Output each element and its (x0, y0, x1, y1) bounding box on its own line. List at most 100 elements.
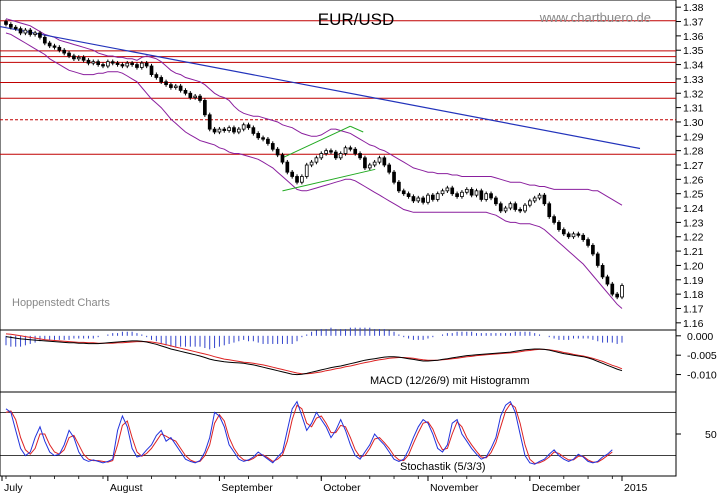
candle-body (217, 128, 222, 133)
candle-body (285, 161, 290, 173)
candle-body (421, 197, 425, 203)
price-tick-label: 1.24 (683, 203, 704, 215)
candle-body (47, 42, 52, 47)
bollinger-lower (5, 32, 623, 309)
candle-body (81, 56, 86, 61)
candle-body (474, 190, 479, 196)
candle-body (416, 197, 421, 202)
candle-body (275, 148, 280, 156)
month-label: July (4, 482, 23, 494)
candle-body (367, 164, 372, 169)
candle-body (270, 143, 275, 150)
candle-body (523, 204, 527, 212)
candle-body (377, 157, 382, 163)
candle-body (319, 153, 324, 159)
price-tick-label: 1.17 (683, 303, 704, 315)
month-label: September (221, 482, 273, 494)
candle-body (571, 233, 576, 238)
price-tick-label: 1.21 (683, 246, 704, 258)
candle-body (18, 28, 23, 34)
price-tick-label: 1.25 (683, 189, 704, 201)
stochastic-label: Stochastik (5/3/3) (400, 461, 486, 473)
watermark-hoppenstedt: Hoppenstedt Charts (12, 297, 110, 309)
candle-body (392, 171, 396, 183)
candle-body (232, 127, 236, 133)
macd-line (5, 336, 623, 376)
candle-body (333, 151, 338, 159)
candle-body (600, 265, 605, 278)
candle-body (33, 32, 37, 35)
candle-body (338, 153, 343, 159)
candle-body (256, 133, 261, 139)
candle-body (542, 194, 547, 205)
price-tick-label: 1.26 (683, 174, 704, 186)
macd-lines (5, 327, 623, 376)
stochastic-k-line (5, 400, 613, 465)
candle-body (314, 157, 319, 163)
candle-body (188, 92, 193, 98)
candle-body (173, 85, 178, 88)
candle-body (435, 193, 440, 200)
macd-tick-label: -0.005 (687, 350, 717, 362)
price-tick-label: 1.35 (683, 45, 704, 57)
bollinger-upper (5, 18, 623, 206)
price-tick-label: 1.30 (683, 117, 704, 129)
candle-body (309, 161, 314, 166)
candle-body (261, 137, 265, 140)
candle-body (164, 81, 168, 86)
candle-body (144, 62, 149, 67)
price-tick-label: 1.36 (683, 31, 704, 43)
candle-body (227, 127, 231, 131)
candle-body (62, 49, 67, 54)
candle-body (455, 193, 459, 197)
candle-body (67, 52, 71, 57)
channel-upper (282, 125, 351, 159)
candle-body (329, 150, 333, 153)
candlesticks (4, 19, 624, 300)
candle-body (246, 124, 251, 129)
price-tick-label: 1.31 (683, 103, 704, 115)
candle-body (561, 229, 566, 235)
candle-body (411, 196, 416, 202)
candle-body (464, 188, 469, 193)
candle-body (198, 95, 202, 101)
candle-body (115, 62, 120, 65)
price-tick-label: 1.23 (683, 217, 704, 229)
candle-body (440, 190, 445, 195)
trendline-group (0, 25, 641, 192)
candle-body (615, 293, 619, 298)
candle-body (110, 61, 115, 64)
candle-body (193, 95, 198, 98)
price-tick-label: 1.38 (683, 2, 704, 14)
candle-body (300, 176, 304, 183)
candle-body (343, 147, 348, 154)
price-tick-label: 1.27 (683, 160, 704, 172)
price-tick-label: 1.16 (683, 318, 704, 330)
candle-body (9, 23, 13, 28)
stochastic-tick-label: 50 (705, 429, 717, 441)
candle-body (135, 64, 139, 68)
candle-body (178, 85, 183, 91)
stochastic-lines (0, 400, 676, 465)
candle-body (489, 193, 493, 199)
price-tick-label: 1.32 (683, 88, 704, 100)
candle-body (537, 194, 542, 199)
month-label: November (430, 482, 479, 494)
watermark-chartbuero: www.chartbuero.de (539, 10, 651, 25)
candle-body (295, 176, 299, 183)
candle-body (203, 100, 207, 116)
candle-body (101, 64, 105, 67)
candle-body (348, 147, 353, 150)
candle-body (241, 124, 246, 130)
candle-body (222, 128, 227, 131)
bollinger-bands (5, 18, 623, 309)
candle-body (154, 74, 159, 78)
candle-body (469, 188, 474, 196)
candle-body (358, 153, 362, 159)
candle-body (363, 157, 367, 169)
candle-body (372, 161, 377, 166)
candle-body (591, 244, 595, 255)
candle-body (445, 187, 450, 192)
candle-body (42, 36, 47, 44)
candle-body (120, 64, 125, 67)
